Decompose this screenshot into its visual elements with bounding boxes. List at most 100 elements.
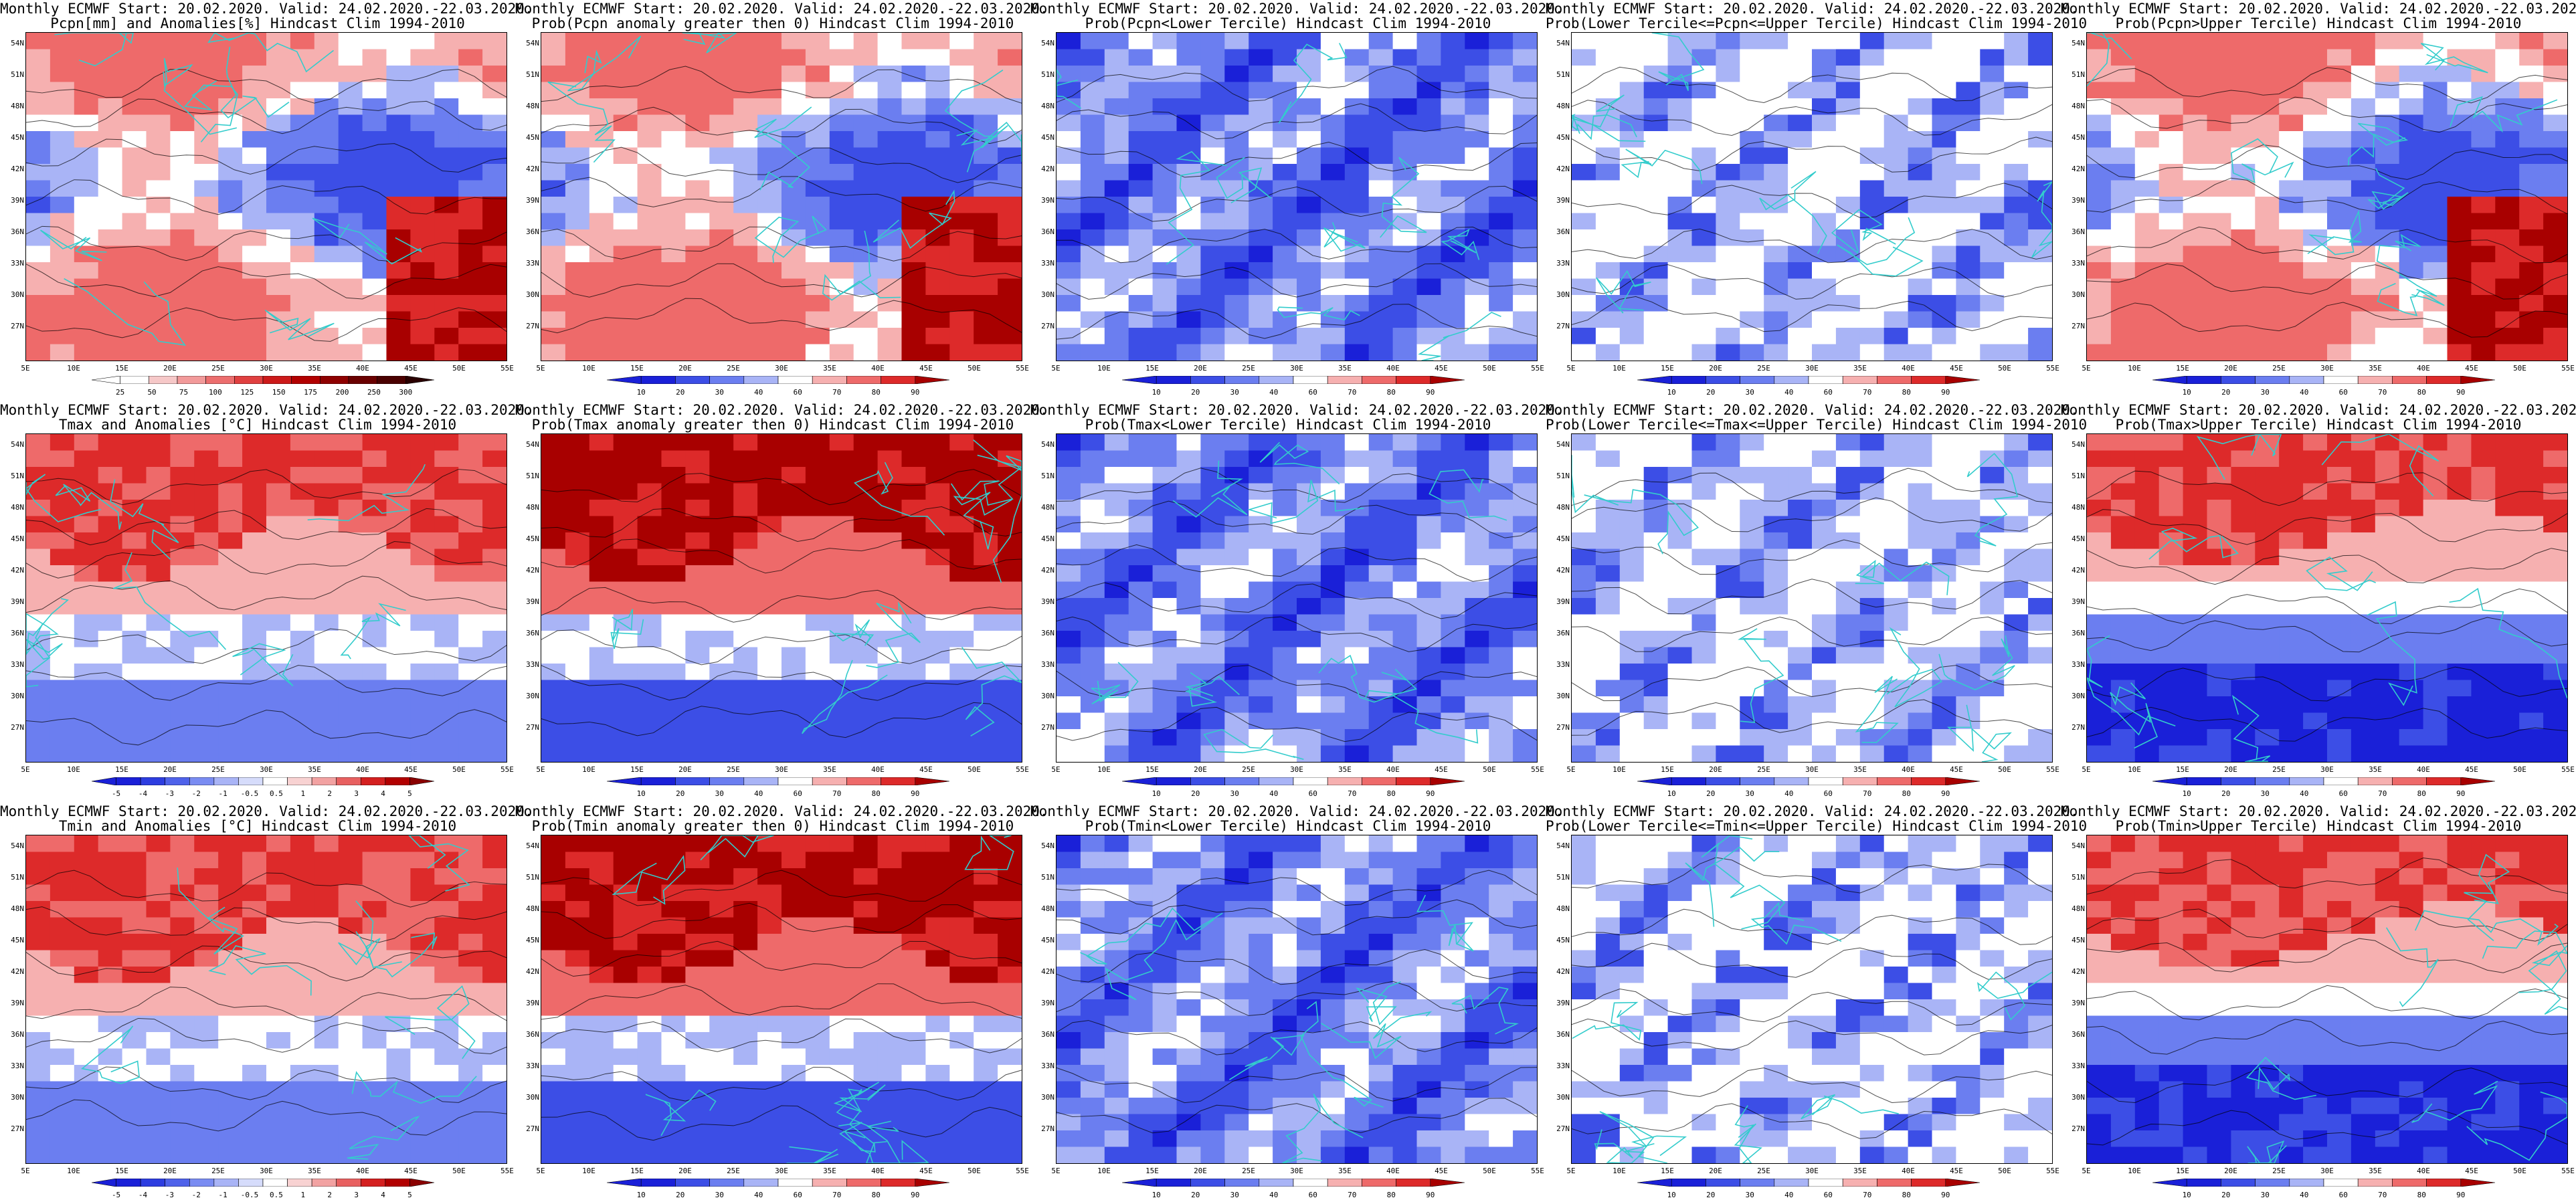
map-plot [25, 835, 507, 1164]
colorbar-segment [1190, 777, 1225, 785]
colorbar-tick-label: 4 [381, 1191, 385, 1199]
contour-line [541, 940, 1022, 977]
lat-label: 51N [1041, 70, 1054, 79]
lon-label: 40E [2417, 364, 2430, 373]
country-border [2367, 601, 2417, 706]
contour-line [1056, 468, 1537, 505]
panel-title-line2: Prob(Tmin<Lower Tercile) Hindcast Clim 1… [1085, 818, 1491, 834]
colorbar-arrow-left [1637, 376, 1672, 384]
colorbar-arrow-right [2460, 1179, 2495, 1187]
colorbar-arrow-right [915, 777, 949, 785]
country-border [567, 35, 642, 92]
colorbar-tick-label: 90 [2456, 789, 2466, 798]
contour-line [26, 628, 507, 664]
shaded-field [26, 33, 507, 361]
colorbar-arrow-right [2460, 376, 2495, 384]
colorbar-tick-label: 20 [1706, 388, 1716, 397]
country-border [2321, 434, 2440, 497]
contour-line [541, 66, 1022, 104]
colorbar-segment [1224, 376, 1260, 384]
lat-label: 51N [2072, 472, 2085, 480]
lat-label: 45N [526, 534, 539, 543]
contour-line [1056, 66, 1537, 103]
colorbar-segment [777, 376, 813, 384]
country-border [2376, 233, 2437, 297]
map-plot [1056, 32, 1538, 361]
colorbar-tick-label: 70 [1348, 388, 1357, 397]
colorbar-tick-label: -5 [111, 1191, 121, 1199]
colorbar-segment [812, 1179, 847, 1187]
lat-label: 30N [526, 692, 539, 700]
map-panel-pcpn-prob-upper: Monthly ECMWF Start: 20.02.2020. Valid: … [2061, 0, 2576, 401]
lat-label: 45N [526, 133, 539, 142]
country-border [1441, 228, 1480, 260]
contour-line [1572, 699, 2052, 736]
lon-label: 30E [2320, 765, 2334, 774]
lon-label: 15E [630, 765, 644, 774]
colorbar-tick-label: 1 [300, 1191, 306, 1199]
country-border [2247, 1140, 2287, 1163]
lon-label: 50E [452, 765, 466, 774]
panel-title-line1: Monthly ECMWF Start: 20.02.2020. Valid: … [2061, 803, 2576, 819]
map-panel-tmax-anom: Monthly ECMWF Start: 20.02.2020. Valid: … [0, 401, 533, 803]
lon-label: 40E [356, 1167, 369, 1175]
country-border [177, 868, 244, 955]
contour-line [2087, 1109, 2567, 1146]
colorbar-segment [1774, 376, 1809, 384]
colorbar-tick-label: -0.5 [240, 1191, 259, 1199]
country-border [1105, 918, 1214, 1001]
colorbar-segment [2426, 376, 2462, 384]
country-border [2196, 434, 2282, 480]
map-panel-tmin-prob-upper: Monthly ECMWF Start: 20.02.2020. Valid: … [2061, 803, 2576, 1204]
contour-line [26, 264, 507, 300]
lon-label: 20E [1194, 364, 1207, 373]
lon-label: 50E [1483, 765, 1496, 774]
country-border [347, 1116, 420, 1160]
shaded-field [541, 835, 1022, 1163]
colorbar-tick-label: -3 [165, 789, 174, 798]
colorbar-arrow-left [92, 1179, 116, 1187]
contour-line [1056, 1098, 1537, 1134]
country-border [184, 80, 238, 142]
colorbar-segment [2323, 376, 2359, 384]
country-border [838, 1120, 901, 1163]
map-plot [1571, 835, 2053, 1164]
contour-line [1572, 100, 2052, 136]
contour-line [2087, 985, 2567, 1021]
contour-line [541, 983, 1022, 1020]
lat-label: 48N [1556, 904, 1570, 913]
contour-line [2087, 509, 2567, 545]
country-border [1738, 628, 1784, 724]
colorbar-tick-label: -2 [191, 789, 201, 798]
lat-label: 54N [1041, 841, 1054, 850]
lon-label: 10E [582, 765, 595, 774]
colorbar-segment [1362, 777, 1396, 785]
country-border [110, 479, 179, 560]
country-border [2087, 33, 2132, 87]
lon-label: 45E [1950, 364, 1963, 373]
lon-label: 45E [404, 1167, 418, 1175]
lon-label: 50E [1998, 364, 2011, 373]
lat-label: 45N [1556, 936, 1570, 944]
lon-label: 50E [2513, 364, 2526, 373]
contour-line [2087, 1067, 2567, 1103]
colorbar-tick-label: 70 [2378, 1191, 2387, 1199]
colorbar-arrow-right [1430, 376, 1465, 384]
lon-label: 20E [2224, 364, 2237, 373]
lon-label: 50E [968, 1167, 981, 1175]
colorbar-segment [238, 777, 264, 785]
lon-label: 15E [115, 364, 128, 373]
contour-line [541, 665, 1022, 701]
contour-line [2087, 226, 2567, 264]
colorbar-arrow-right [1430, 777, 1465, 785]
colorbar-arrow-left [1122, 777, 1157, 785]
lat-label: 36N [1556, 1030, 1570, 1039]
lon-label: 45E [2465, 765, 2478, 774]
colorbar-segment [291, 376, 320, 384]
shaded-field [26, 835, 507, 1163]
contour-line [1056, 500, 1537, 538]
lat-label: 54N [1556, 39, 1570, 47]
lon-label: 25E [1242, 364, 1255, 373]
lat-label: 48N [11, 102, 24, 110]
colorbar-segment [238, 1179, 264, 1187]
